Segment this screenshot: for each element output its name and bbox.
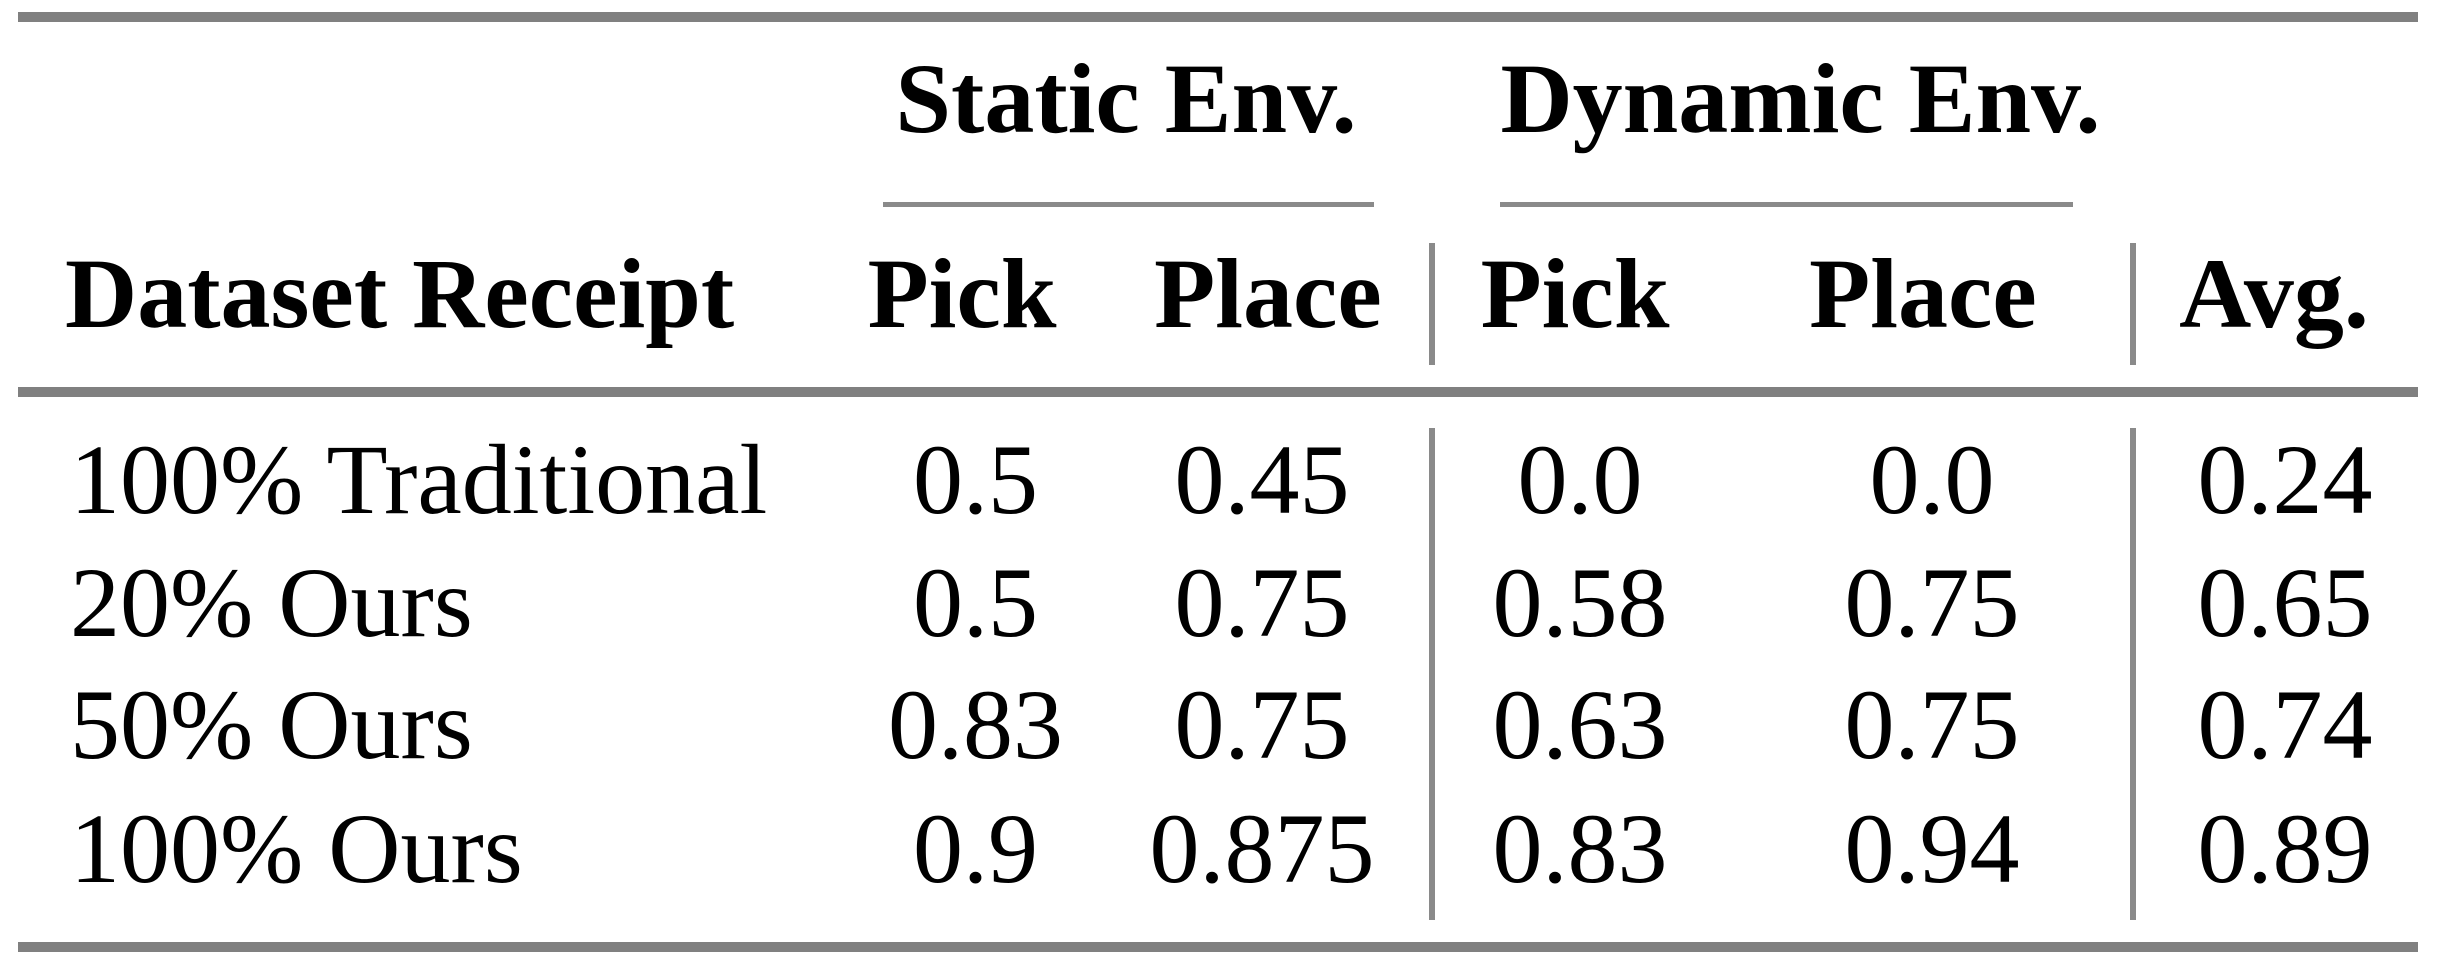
cell-dynamic-pick: 0.58 <box>1492 547 1668 658</box>
cell-dataset-label: 50% Ours <box>70 669 473 780</box>
cmidrule-static-env <box>883 202 1374 207</box>
column-header-static-place: Place <box>1154 238 1382 349</box>
bottom-rule <box>18 942 2418 952</box>
cell-static-pick: 0.5 <box>913 424 1038 535</box>
cell-avg: 0.24 <box>2197 424 2373 535</box>
cell-dataset-label: 100% Ours <box>70 793 523 904</box>
column-header-static-pick: Pick <box>867 238 1057 349</box>
cell-static-place: 0.45 <box>1174 424 1350 535</box>
cell-static-pick: 0.9 <box>913 793 1038 904</box>
header-body-separator-rule <box>18 387 2418 397</box>
column-header-dynamic-pick: Pick <box>1480 238 1670 349</box>
cmidrule-dynamic-env <box>1500 202 2073 207</box>
cell-avg: 0.65 <box>2197 547 2373 658</box>
cell-static-place: 0.75 <box>1174 547 1350 658</box>
cell-dynamic-pick: 0.83 <box>1492 793 1668 904</box>
vertical-rule-static-dynamic-header <box>1429 243 1435 365</box>
cell-dynamic-place: 0.75 <box>1844 547 2020 658</box>
cell-dynamic-place: 0.75 <box>1844 669 2020 780</box>
cell-static-pick: 0.83 <box>888 669 1063 780</box>
cell-dynamic-pick: 0.63 <box>1492 669 1668 780</box>
column-header-dataset-receipt: Dataset Receipt <box>65 238 735 349</box>
column-header-avg: Avg. <box>2179 238 2369 349</box>
vertical-rule-static-dynamic-body <box>1429 428 1435 920</box>
cell-dynamic-place: 0.0 <box>1869 424 1995 535</box>
cell-dynamic-pick: 0.0 <box>1517 424 1643 535</box>
column-header-dynamic-place: Place <box>1809 238 2037 349</box>
cell-dataset-label: 100% Traditional <box>70 424 768 535</box>
cell-dataset-label: 20% Ours <box>70 547 473 658</box>
cell-static-place: 0.75 <box>1174 669 1350 780</box>
cell-avg: 0.89 <box>2197 793 2373 904</box>
colgroup-static-env: Static Env. <box>895 43 1357 154</box>
vertical-rule-dynamic-avg-body <box>2130 428 2136 920</box>
cell-dynamic-place: 0.94 <box>1844 793 2020 904</box>
top-rule <box>18 12 2418 22</box>
colgroup-dynamic-env: Dynamic Env. <box>1500 43 2101 154</box>
vertical-rule-dynamic-avg-header <box>2130 243 2136 365</box>
cell-static-place: 0.875 <box>1149 793 1375 904</box>
cell-avg: 0.74 <box>2197 669 2373 780</box>
cell-static-pick: 0.5 <box>913 547 1038 658</box>
